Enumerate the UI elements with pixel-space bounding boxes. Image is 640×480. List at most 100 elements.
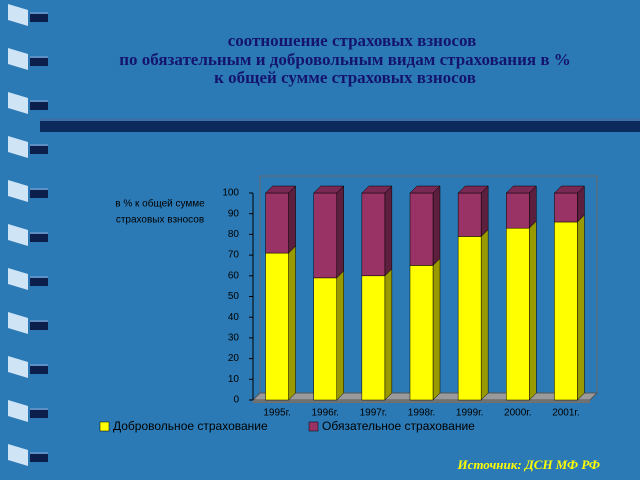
title-line: по обязательным и добровольным видам стр…	[119, 50, 571, 69]
ring-rim	[30, 408, 48, 410]
y-axis-label: в % к общей сумме	[115, 198, 205, 210]
bar	[554, 221, 578, 401]
bar-top	[457, 185, 489, 194]
bar-side	[432, 185, 441, 267]
bar-top	[553, 185, 586, 194]
ring	[8, 312, 28, 334]
bar-side	[577, 214, 585, 401]
ring-rim	[30, 100, 48, 102]
ring-hole	[30, 56, 48, 66]
ring-rim	[30, 364, 48, 366]
x-tick-label: 2000г.	[504, 408, 531, 419]
bar	[506, 227, 530, 401]
y-tick-label: 0	[233, 395, 239, 406]
y-tick-label: 80	[228, 229, 240, 240]
y-tick-label: 90	[228, 208, 240, 219]
bar-side	[480, 185, 489, 238]
bar	[313, 277, 337, 401]
legend-label: Обязательное страхование	[322, 419, 475, 433]
legend-swatch	[99, 421, 110, 432]
ring	[8, 4, 28, 26]
ring-hole	[30, 408, 48, 418]
ring	[8, 92, 28, 114]
ring	[8, 48, 28, 70]
bar	[361, 192, 386, 277]
source-note: Источник: ДСН МФ РФ	[456, 457, 600, 472]
bar-side	[384, 185, 393, 277]
ring-rim	[30, 12, 48, 14]
ring	[8, 180, 28, 202]
ring-rim	[30, 276, 48, 278]
ring-hole	[30, 320, 48, 330]
y-tick-label: 10	[228, 374, 240, 385]
bar	[265, 192, 289, 254]
legend-label: Добровольное страхование	[113, 419, 268, 433]
ring-hole	[30, 232, 48, 242]
y-tick-label: 60	[228, 270, 240, 281]
bar	[409, 265, 434, 401]
x-tick-label: 1995г.	[263, 408, 290, 419]
bar	[506, 192, 530, 229]
bar-side	[336, 270, 344, 401]
binder-strip	[0, 0, 48, 480]
y-tick-label: 30	[228, 333, 240, 344]
ring-rim	[30, 188, 48, 190]
ring	[8, 224, 28, 246]
floor-front	[253, 400, 590, 403]
chart: 0 10 20 30 40 50 60 70 80 90 100 1995г. 1996г. 1997г.…	[99, 175, 599, 433]
bar	[313, 192, 337, 279]
ring-hole	[30, 144, 48, 154]
bar-side	[288, 185, 296, 254]
ring-rim	[30, 320, 48, 322]
bar	[361, 275, 386, 401]
bar	[265, 252, 289, 401]
ring	[8, 136, 28, 158]
bar	[457, 192, 482, 237]
ring-hole	[30, 12, 48, 22]
bar-side	[529, 220, 537, 401]
ring-hole	[30, 188, 48, 198]
title-line: соотношение страховых взносов	[228, 31, 477, 50]
x-tick-label: 1997г.	[360, 408, 387, 419]
divider-highlight	[40, 118, 640, 121]
y-tick-label: 40	[228, 312, 240, 323]
bar	[409, 192, 434, 266]
ring	[8, 268, 28, 290]
bar-side	[288, 245, 296, 401]
ring-rim	[30, 232, 48, 234]
y-tick-label: 50	[228, 291, 240, 302]
bar-side	[480, 228, 489, 401]
bar-top	[264, 185, 297, 194]
y-tick-label: 100	[222, 188, 239, 199]
y-tick-label: 20	[228, 353, 240, 364]
x-tick-label: 1998г.	[408, 408, 435, 419]
x-tick-label: 1996г.	[311, 408, 338, 419]
x-tick-label: 2001г.	[552, 408, 579, 419]
title-line: к общей сумме страховых взносов	[214, 68, 476, 87]
bar	[457, 236, 482, 401]
bar-top	[313, 185, 345, 194]
ring	[8, 444, 28, 466]
ring-hole	[30, 276, 48, 286]
ring	[8, 356, 28, 378]
bar	[554, 192, 578, 223]
ring-hole	[30, 452, 48, 462]
ring-hole	[30, 364, 48, 374]
y-axis-label: страховых взносов	[116, 215, 204, 226]
ring	[8, 400, 28, 422]
bar-top	[409, 185, 441, 194]
bar-side	[432, 257, 441, 401]
bar-top	[361, 185, 393, 194]
y-tick-label: 70	[228, 250, 240, 261]
legend-swatch	[308, 421, 319, 432]
ring-rim	[30, 452, 48, 454]
ring-rim	[30, 144, 48, 146]
bar-side	[529, 185, 537, 229]
divider-bar	[40, 118, 640, 132]
bar-side	[336, 185, 344, 279]
ring-hole	[30, 100, 48, 110]
bar-side	[384, 268, 393, 401]
x-tick-label: 1999г.	[456, 408, 483, 419]
ring-rim	[30, 56, 48, 58]
